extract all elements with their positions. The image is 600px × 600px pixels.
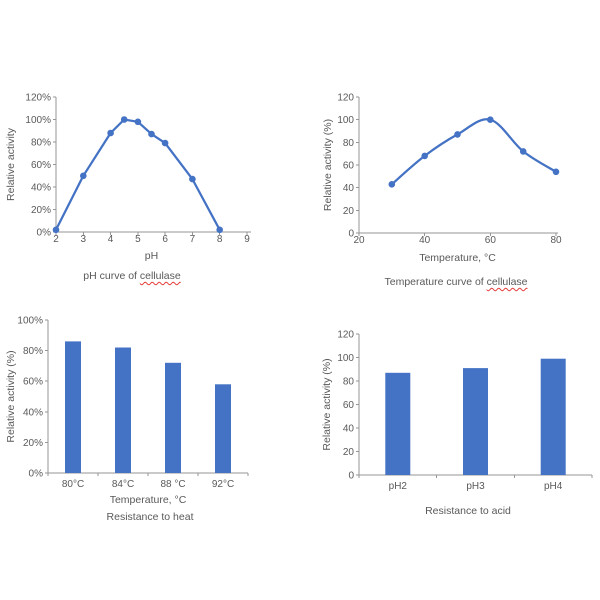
chart-title-text: Resistance to acid (425, 505, 511, 517)
category-label: 88 °C (160, 479, 185, 490)
y-tick-label: 80 (343, 377, 355, 388)
category-label: 84°C (112, 479, 134, 490)
y-axis-title: Relative activity (%) (321, 358, 333, 450)
misspelled-word: cellulase (486, 276, 528, 288)
y-tick-label: 0 (348, 229, 354, 240)
data-point-marker (80, 172, 87, 180)
y-tick-label: 100 (337, 115, 354, 126)
y-tick-label: 100 (337, 353, 354, 364)
data-point-marker (454, 131, 461, 138)
y-tick-label: 40% (23, 407, 43, 418)
category-label: 92°C (212, 479, 234, 490)
data-point-marker (148, 130, 155, 138)
data-bar (115, 347, 131, 473)
chart-title-temperature-curve: Temperature curve of cellulase (346, 276, 566, 288)
y-axis-title: Relative activity (%) (322, 119, 334, 211)
y-tick-label: 80 (343, 138, 355, 149)
x-tick-label: 20 (353, 235, 365, 246)
chart-temperature-curve: 0 20 40 60 80 100 120 20 40 60 80 Temperature, °C Re… (305, 85, 600, 300)
x-tick-label: 60 (485, 235, 497, 246)
y-tick-label: 0% (37, 228, 52, 239)
data-point-marker (107, 129, 114, 137)
x-tick-label: 8 (217, 234, 223, 245)
y-axis-title: Relative activity (5, 127, 17, 201)
y-tick-label: 80% (23, 346, 43, 357)
x-tick-label: 3 (81, 234, 87, 245)
y-tick-label: 100% (25, 115, 51, 126)
chart-ph-curve: 0% 20% 40% 60% 80% 100% 120% 2 3 4 5 6 7 8 9 pH Relative… (0, 85, 270, 300)
chart-title-text: Resistance to heat (106, 511, 194, 523)
data-point-marker (421, 152, 428, 160)
chart-acid-resistance: 0 20 40 60 80 100 120 pH2 pH3 pH4 Relative activit… (305, 313, 600, 530)
data-point-marker (52, 226, 60, 234)
y-tick-label: 20 (343, 447, 355, 458)
y-tick-label: 20% (23, 438, 43, 449)
x-tick-label: 4 (108, 234, 114, 245)
data-point-marker (552, 168, 560, 176)
chart-title-text: pH curve of (83, 270, 140, 282)
y-tick-label: 100% (17, 316, 43, 327)
y-tick-label: 20% (31, 205, 51, 216)
chart-title-heat-resistance: Resistance to heat (40, 511, 260, 523)
y-tick-label: 0% (29, 469, 44, 480)
data-bar (165, 362, 181, 473)
x-axis-title: Temperature, °C (419, 252, 496, 264)
y-axis-title: Relative activity (%) (5, 350, 17, 442)
chart-heat-resistance: 0% 20% 40% 60% 80% 100% 80°C 84°C 88 °C 92°C Tempe… (0, 313, 270, 530)
data-bar (215, 384, 231, 473)
data-bar (385, 372, 411, 475)
y-tick-label: 0 (348, 471, 354, 482)
x-tick-label: 7 (190, 234, 196, 245)
y-tick-label: 60% (23, 377, 43, 388)
y-tick-label: 40 (343, 424, 355, 435)
y-tick-label: 40 (343, 183, 355, 194)
data-point-marker (120, 116, 128, 123)
data-point-marker (519, 148, 527, 155)
heat-resistance-canvas: 0% 20% 40% 60% 80% 100% 80°C 84°C 88 °C 92°C Tempe… (5, 316, 249, 506)
data-point-marker (487, 116, 494, 123)
data-series-line (390, 118, 558, 186)
x-tick-label: 5 (135, 234, 141, 245)
y-tick-label: 60 (343, 400, 355, 411)
chart-title-text: Temperature curve of (384, 276, 487, 288)
y-tick-label: 40% (31, 183, 51, 194)
x-tick-label: 40 (419, 235, 431, 246)
data-bar (463, 368, 488, 475)
data-bar (540, 358, 566, 475)
x-tick-label: 80 (550, 235, 562, 246)
chart-title-acid-resistance: Resistance to acid (358, 505, 578, 517)
y-tick-label: 120 (337, 93, 354, 104)
misspelled-word: cellulase (139, 270, 181, 282)
y-tick-label: 120% (25, 93, 51, 104)
data-point-marker (216, 226, 223, 234)
category-label: pH4 (544, 481, 563, 492)
y-tick-label: 60 (343, 161, 355, 172)
category-label: pH3 (466, 481, 485, 492)
x-tick-label: 2 (53, 234, 59, 245)
data-bar (65, 341, 81, 473)
x-tick-label: 6 (162, 234, 168, 245)
data-point-marker (134, 118, 142, 126)
y-tick-label: 60% (31, 160, 51, 171)
acid-resistance-canvas: 0 20 40 60 80 100 120 pH2 pH3 pH4 Relative activit… (321, 330, 593, 492)
data-point-marker (189, 175, 196, 183)
y-tick-label: 20 (343, 206, 355, 217)
data-point-marker (388, 181, 396, 188)
x-axis-title: pH (145, 250, 158, 262)
x-axis-title: Temperature, °C (110, 494, 187, 506)
chart-title-ph-curve: pH curve of cellulase (22, 270, 242, 282)
x-tick-label: 9 (244, 234, 250, 245)
y-tick-label: 120 (337, 330, 354, 341)
ph-curve-canvas: 0% 20% 40% 60% 80% 100% 120% 2 3 4 5 6 7 8 9 pH Relative… (5, 93, 251, 262)
data-point-marker (161, 139, 169, 147)
category-label: 80°C (62, 479, 84, 490)
category-label: pH2 (389, 481, 408, 492)
y-tick-label: 80% (31, 138, 51, 149)
